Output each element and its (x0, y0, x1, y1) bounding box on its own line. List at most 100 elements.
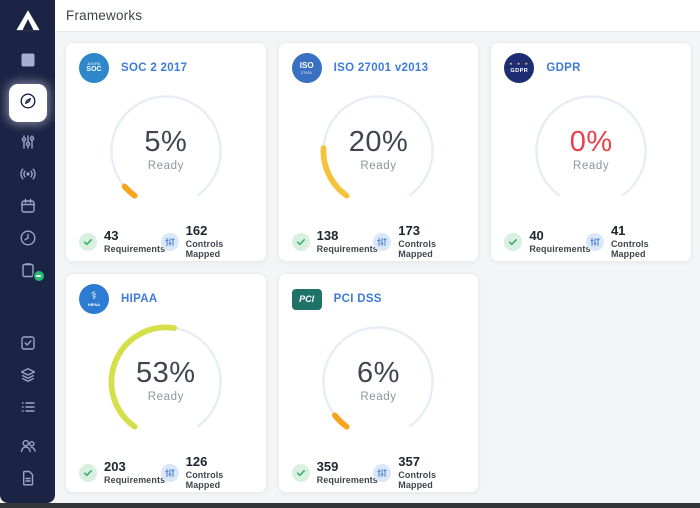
controls-sliders-icon (160, 232, 179, 251)
ready-percent-value: 6% (357, 357, 400, 390)
framework-title-link[interactable]: HIPAA (121, 293, 158, 305)
requirements-value: 203 (104, 459, 126, 474)
sidebar-item-tasks[interactable] (9, 332, 47, 358)
controls-text: 162 Controls Mapped (185, 223, 253, 260)
readiness-gauge: 6% Ready (311, 315, 445, 449)
gauge-center: 20% Ready (311, 126, 445, 172)
framework-card[interactable]: ⚕ HIPAA HIPAA 53% Ready 203 (65, 273, 267, 493)
card-header: ⚕ HIPAA HIPAA (79, 284, 253, 314)
clock-icon (19, 229, 37, 252)
controls-sliders-icon (585, 232, 604, 251)
sidebar-item-calendar[interactable] (9, 195, 47, 221)
controls-label: Controls Mapped (398, 239, 437, 260)
framework-badge-icon: ★ ★ ★ GDPR (504, 53, 535, 83)
sidebar-item-frameworks[interactable] (8, 84, 47, 122)
controls-stat: 126 Controls Mapped (160, 454, 253, 491)
requirements-value: 138 (316, 228, 339, 243)
card-footer: 43 Requirements 162 Controls (79, 223, 253, 260)
framework-title-link[interactable]: ISO 27001 v2013 (333, 62, 429, 74)
sidebar-item-team[interactable] (9, 435, 47, 461)
green-status-badge (32, 270, 45, 282)
controls-value: 126 (185, 454, 208, 469)
requirements-check-icon (79, 232, 97, 251)
controls-stat: 173 Controls Mapped (373, 223, 465, 260)
framework-badge-icon: AICPA SOC (79, 53, 109, 83)
controls-value: 357 (398, 454, 420, 469)
ready-percent-value: 20% (348, 126, 409, 159)
ready-label: Ready (147, 160, 184, 173)
compass-icon (19, 92, 37, 115)
team-icon (19, 437, 37, 460)
controls-stat: 162 Controls Mapped (160, 223, 253, 260)
requirements-label: Requirements (104, 475, 166, 486)
gauge-center: 53% Ready (99, 357, 233, 403)
sidebar-item-dashboard[interactable] (9, 49, 47, 75)
sidebar-item-monitoring[interactable] (9, 163, 47, 189)
requirements-label: Requirements (529, 244, 591, 255)
sidebar-item-settings[interactable] (9, 131, 47, 157)
readiness-gauge: 0% Ready (524, 84, 658, 218)
framework-card[interactable]: ISO 27001 ISO 27001 v2013 20% Ready (277, 42, 480, 262)
sidebar-item-list[interactable] (9, 396, 47, 422)
framework-card[interactable]: PCI PCI DSS 6% Ready 359 (277, 273, 480, 493)
tune-icon (19, 133, 37, 156)
framework-title-link[interactable]: GDPR (546, 62, 581, 74)
card-footer: 203 Requirements 126 Controls (79, 454, 253, 491)
card-footer: 138 Requirements 173 Controls (291, 223, 466, 260)
requirements-stat: 43 Requirements (79, 224, 165, 259)
readiness-gauge: 53% Ready (99, 315, 233, 449)
controls-text: 173 Controls Mapped (398, 223, 465, 260)
calendar-icon (19, 197, 37, 220)
gauge-center: 6% Ready (311, 357, 445, 403)
framework-title-link[interactable]: SOC 2 2017 (121, 62, 188, 74)
ready-label: Ready (573, 160, 610, 173)
controls-value: 162 (185, 223, 208, 238)
requirements-text: 203 Requirements (104, 459, 166, 486)
card-header: PCI PCI DSS (291, 284, 466, 314)
framework-badge-icon: PCI (291, 288, 322, 310)
ready-label: Ready (360, 160, 397, 173)
requirements-check-icon (79, 463, 97, 482)
readiness-gauge: 20% Ready (311, 84, 445, 218)
requirements-stat: 203 Requirements (79, 455, 165, 490)
controls-stat: 41 Controls Mapped (585, 223, 678, 260)
requirements-text: 43 Requirements (104, 228, 165, 254)
controls-value: 41 (610, 223, 626, 238)
controls-value: 173 (398, 223, 420, 238)
sidebar-item-history[interactable] (9, 227, 47, 253)
layers-icon (19, 366, 37, 389)
page-title: Frameworks (66, 8, 143, 23)
controls-label: Controls Mapped (185, 239, 224, 260)
framework-badge-icon: ⚕ HIPAA (79, 284, 109, 314)
ready-percent-value: 5% (144, 126, 188, 159)
controls-sliders-icon (373, 232, 392, 251)
framework-card[interactable]: AICPA SOC SOC 2 2017 5% Ready (65, 42, 267, 262)
requirements-stat: 40 Requirements (504, 224, 590, 259)
controls-text: 126 Controls Mapped (185, 454, 253, 491)
requirements-text: 138 Requirements (316, 228, 378, 254)
card-header: ISO 27001 ISO 27001 v2013 (291, 53, 466, 83)
ready-percent-value: 0% (569, 126, 613, 159)
frameworks-grid: AICPA SOC SOC 2 2017 5% Ready (55, 32, 700, 503)
card-header: AICPA SOC SOC 2 2017 (79, 53, 253, 83)
page-header: Frameworks (55, 0, 700, 32)
controls-sliders-icon (373, 463, 392, 482)
controls-stat: 357 Controls Mapped (373, 454, 465, 490)
controls-label: Controls Mapped (185, 470, 224, 491)
sidebar-item-assets[interactable] (9, 364, 47, 390)
gauge-center: 0% Ready (524, 126, 658, 172)
controls-label: Controls Mapped (610, 239, 649, 260)
requirements-label: Requirements (316, 475, 378, 486)
sidebar-item-documents[interactable] (9, 467, 47, 493)
requirements-check-icon (504, 232, 523, 251)
requirements-value: 43 (104, 228, 119, 243)
requirements-value: 40 (529, 228, 544, 243)
sidebar-item-audits[interactable] (9, 259, 47, 285)
requirements-check-icon (291, 463, 310, 482)
aptible-logo-icon[interactable] (15, 8, 41, 32)
framework-title-link[interactable]: PCI DSS (333, 293, 382, 305)
controls-text: 357 Controls Mapped (398, 454, 465, 490)
ready-label: Ready (360, 391, 397, 404)
framework-card[interactable]: ★ ★ ★ GDPR GDPR 0% Ready 40 (490, 42, 692, 262)
card-footer: 359 Requirements 357 Controls (291, 454, 466, 490)
